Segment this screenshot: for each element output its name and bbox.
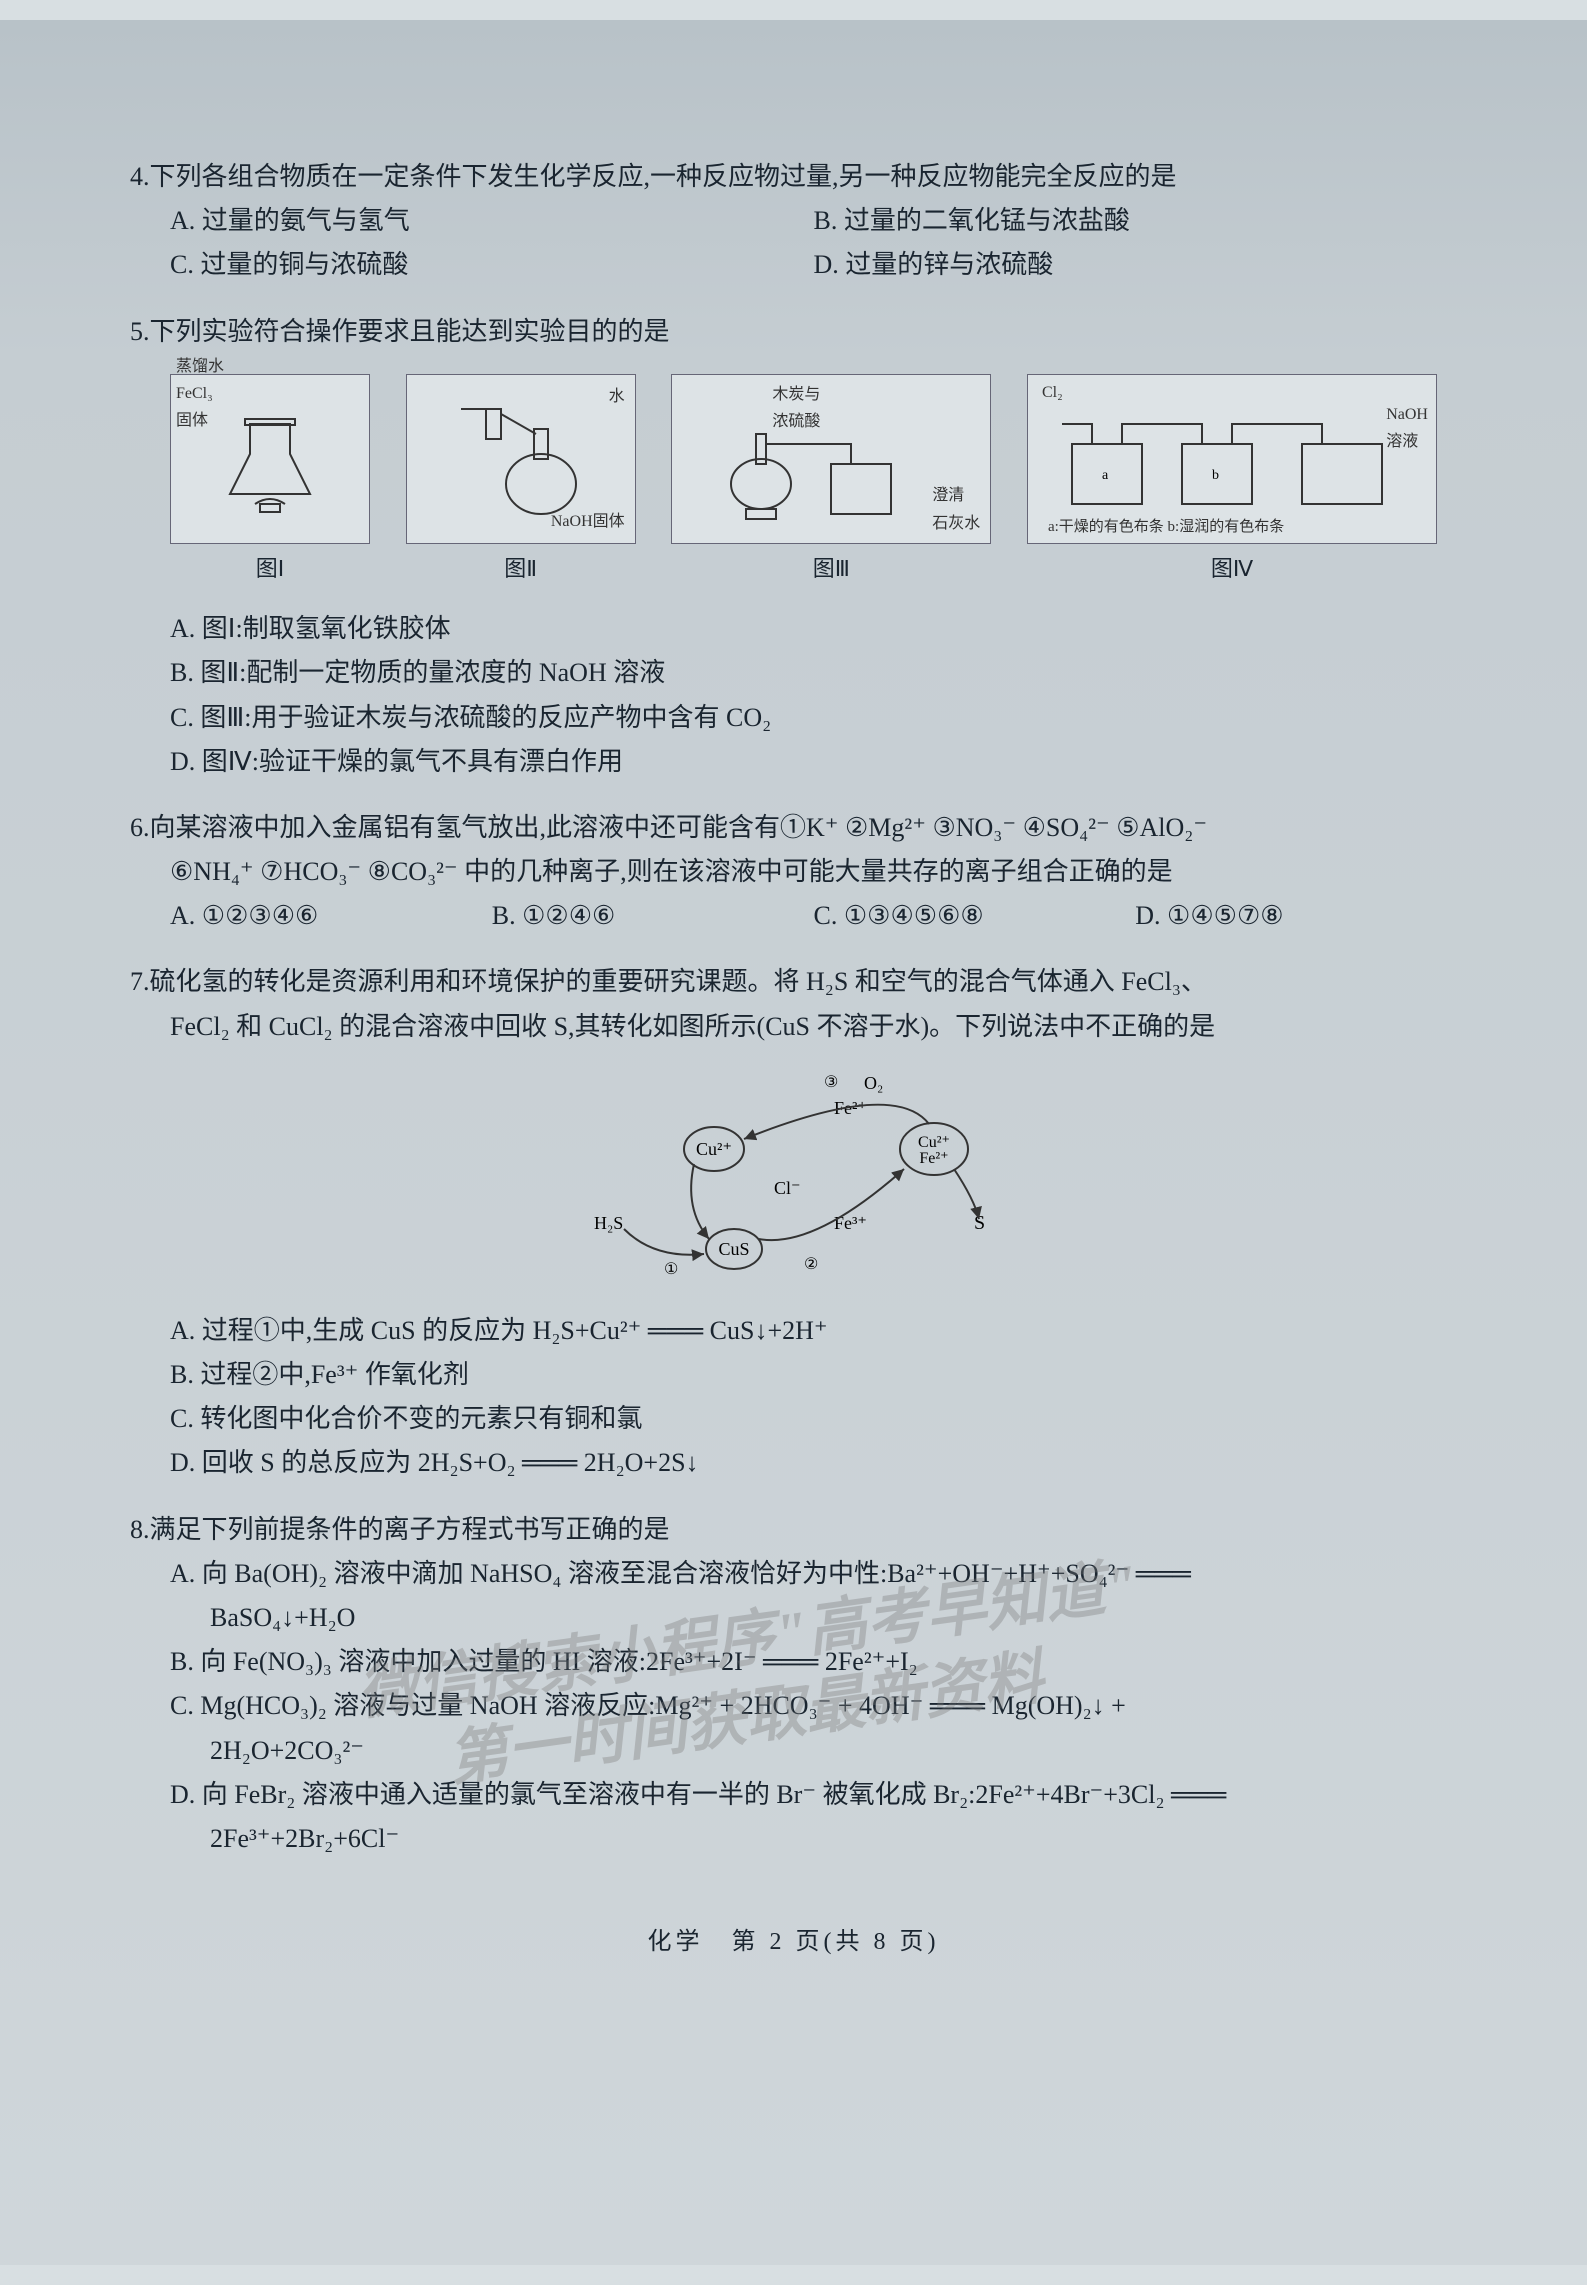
q8-options: A. 向 Ba(OH)₂ 溶液中滴加 NaHSO₄ 溶液至混合溶液恰好为中性:B…: [130, 1552, 1457, 1861]
q5-d3-label1: 木炭与: [772, 386, 820, 403]
q8-opt-d: D. 向 FeBr₂ 溶液中通入适量的氯气至溶液中有一半的 Br⁻ 被氧化成 B…: [130, 1773, 1457, 1817]
svg-text:Fe²⁺: Fe²⁺: [919, 1150, 948, 1167]
svg-text:Cl⁻: Cl⁻: [774, 1178, 801, 1198]
q5-d3-label3: 澄清: [932, 487, 964, 504]
question-7: 7.硫化氢的转化是资源利用和环境保护的重要研究课题。将 H₂S 和空气的混合气体…: [130, 960, 1457, 1485]
svg-text:③: ③: [824, 1074, 838, 1091]
q5-d1-label: 图Ⅰ: [256, 550, 285, 587]
q5-opt-b: B. 图Ⅱ:配制一定物质的量浓度的 NaOH 溶液: [130, 651, 1457, 695]
q7-stem: 7.硫化氢的转化是资源利用和环境保护的重要研究课题。将 H₂S 和空气的混合气体…: [130, 960, 1457, 1004]
q7-options: A. 过程①中,生成 CuS 的反应为 H₂S+Cu²⁺ ═══ CuS↓+2H…: [130, 1309, 1457, 1486]
q5-d4-label3: 溶液: [1386, 433, 1418, 450]
q6-number: 6.: [130, 813, 150, 842]
q5-d2-label2: NaOH固体: [551, 508, 625, 535]
q4-opt-d: D. 过量的锌与浓硫酸: [814, 243, 1458, 287]
svg-text:S: S: [974, 1212, 985, 1234]
q8-number: 8.: [130, 1515, 150, 1544]
q5-stem-text: 下列实验符合操作要求且能达到实验目的的是: [150, 317, 670, 346]
svg-text:H₂S: H₂S: [594, 1213, 623, 1233]
flask-heating-icon: [210, 404, 330, 514]
q5-fig2: 水 NaOH固体: [406, 374, 636, 544]
q5-d2-label: 图Ⅱ: [504, 550, 537, 587]
q5-options: A. 图Ⅰ:制取氢氧化铁胶体 B. 图Ⅱ:配制一定物质的量浓度的 NaOH 溶液…: [130, 607, 1457, 784]
reaction-cycle-icon: Cu²⁺ Cu²⁺ Fe²⁺ CuS H₂S Cl⁻ Fe³⁺ Fe²⁺ O₂ …: [534, 1069, 1054, 1289]
q5-diagram-3: 木炭与 浓硫酸 澄清 石灰水 图Ⅲ: [671, 374, 991, 587]
q8-opt-a: A. 向 Ba(OH)₂ 溶液中滴加 NaHSO₄ 溶液至混合溶液恰好为中性:B…: [130, 1552, 1457, 1596]
page-footer: 化学 第 2 页(共 8 页): [130, 1921, 1457, 1956]
svg-text:Cu²⁺: Cu²⁺: [918, 1134, 950, 1151]
gas-collection-icon: [701, 394, 961, 524]
q6-options: A. ①②③④⑥ B. ①②④⑥ C. ①③④⑤⑥⑧ D. ①④⑤⑦⑧: [130, 894, 1457, 938]
q5-diagrams: 蒸馏水 FeCl₃ 固体 图Ⅰ 水 NaOH固体: [130, 364, 1457, 597]
q5-diagram-1: 蒸馏水 FeCl₃ 固体 图Ⅰ: [170, 374, 370, 587]
q7-number: 7.: [130, 967, 150, 996]
q6-opt-c: C. ①③④⑤⑥⑧: [814, 894, 1136, 938]
q5-d3-label: 图Ⅲ: [813, 550, 850, 587]
question-4: 4.下列各组合物质在一定条件下发生化学反应,一种反应物过量,另一种反应物能完全反…: [130, 155, 1457, 288]
q8-opt-c2: 2H₂O+2CO₃²⁻: [130, 1729, 1457, 1773]
q6-stem: 6.向某溶液中加入金属铝有氢气放出,此溶液中还可能含有①K⁺ ②Mg²⁺ ③NO…: [130, 806, 1457, 850]
q4-stem-text: 下列各组合物质在一定条件下发生化学反应,一种反应物过量,另一种反应物能完全反应的…: [150, 162, 1177, 191]
q5-d4-label2: NaOH: [1386, 406, 1428, 423]
svg-text:Fe²⁺: Fe²⁺: [834, 1098, 867, 1118]
q5-stem: 5.下列实验符合操作要求且能达到实验目的的是: [130, 310, 1457, 354]
q4-opt-c: C. 过量的铜与浓硫酸: [170, 243, 814, 287]
q4-options: A. 过量的氨气与氢气 B. 过量的二氧化锰与浓盐酸 C. 过量的铜与浓硫酸 D…: [130, 199, 1457, 287]
q8-opt-b: B. 向 Fe(NO₃)₃ 溶液中加入过量的 HI 溶液:2Fe³⁺+2I⁻ ═…: [130, 1640, 1457, 1684]
exam-page: 4.下列各组合物质在一定条件下发生化学反应,一种反应物过量,另一种反应物能完全反…: [0, 20, 1587, 2265]
q5-d4-label: 图Ⅳ: [1211, 550, 1253, 587]
volumetric-flask-icon: [441, 399, 601, 519]
q6-opt-a: A. ①②③④⑥: [170, 894, 492, 938]
q8-opt-d2: 2Fe³⁺+2Br₂+6Cl⁻: [130, 1817, 1457, 1861]
q4-opt-a: A. 过量的氨气与氢气: [170, 199, 814, 243]
question-6: 6.向某溶液中加入金属铝有氢气放出,此溶液中还可能含有①K⁺ ②Mg²⁺ ③NO…: [130, 806, 1457, 939]
q7-stem2: FeCl₂ 和 CuCl₂ 的混合溶液中回收 S,其转化如图所示(CuS 不溶于…: [130, 1005, 1457, 1049]
q7-opt-b: B. 过程②中,Fe³⁺ 作氧化剂: [130, 1353, 1457, 1397]
q7-diagram: Cu²⁺ Cu²⁺ Fe²⁺ CuS H₂S Cl⁻ Fe³⁺ Fe²⁺ O₂ …: [130, 1069, 1457, 1289]
q6-stem-text: 向某溶液中加入金属铝有氢气放出,此溶液中还可能含有①K⁺ ②Mg²⁺ ③NO₃⁻…: [150, 813, 1208, 842]
q4-stem: 4.下列各组合物质在一定条件下发生化学反应,一种反应物过量,另一种反应物能完全反…: [130, 155, 1457, 199]
q5-diagram-2: 水 NaOH固体 图Ⅱ: [406, 374, 636, 587]
q8-stem: 8.满足下列前提条件的离子方程式书写正确的是: [130, 1508, 1457, 1552]
svg-text:a: a: [1102, 468, 1109, 483]
question-8: 8.满足下列前提条件的离子方程式书写正确的是 A. 向 Ba(OH)₂ 溶液中滴…: [130, 1508, 1457, 1862]
q7-opt-a: A. 过程①中,生成 CuS 的反应为 H₂S+Cu²⁺ ═══ CuS↓+2H…: [130, 1309, 1457, 1353]
q5-fig1: 蒸馏水 FeCl₃ 固体: [170, 374, 370, 544]
q7-stem-text: 硫化氢的转化是资源利用和环境保护的重要研究课题。将 H₂S 和空气的混合气体通入…: [150, 967, 1207, 996]
q5-opt-c: C. 图Ⅲ:用于验证木炭与浓硫酸的反应产物中含有 CO₂: [130, 696, 1457, 740]
question-5: 5.下列实验符合操作要求且能达到实验目的的是 蒸馏水 FeCl₃ 固体: [130, 310, 1457, 784]
q5-d3-label4: 石灰水: [932, 515, 980, 532]
q5-d1-label1: 蒸馏水: [176, 358, 224, 375]
q5-d4-label4: a:干燥的有色布条 b:湿润的有色布条: [1048, 515, 1284, 541]
svg-text:b: b: [1212, 468, 1219, 483]
svg-text:①: ①: [664, 1261, 678, 1278]
q5-diagram-4: a b Cl₂ NaOH 溶液 a:干燥的有色布条 b:湿润的有色布条 图Ⅳ: [1027, 374, 1437, 587]
q6-opt-b: B. ①②④⑥: [492, 894, 814, 938]
q4-opt-b: B. 过量的二氧化锰与浓盐酸: [814, 199, 1458, 243]
q5-fig4: a b Cl₂ NaOH 溶液 a:干燥的有色布条 b:湿润的有色布条: [1027, 374, 1437, 544]
q8-opt-a2: BaSO₄↓+H₂O: [130, 1596, 1457, 1640]
q8-opt-c: C. Mg(HCO₃)₂ 溶液与过量 NaOH 溶液反应:Mg²⁺ + 2HCO…: [130, 1684, 1457, 1728]
q5-fig3: 木炭与 浓硫酸 澄清 石灰水: [671, 374, 991, 544]
svg-text:O₂: O₂: [864, 1073, 883, 1093]
q7-opt-c: C. 转化图中化合价不变的元素只有铜和氯: [130, 1397, 1457, 1441]
svg-text:②: ②: [804, 1256, 818, 1273]
q4-number: 4.: [130, 162, 150, 191]
q5-d2-label1: 水: [609, 383, 625, 410]
svg-text:CuS: CuS: [718, 1239, 749, 1259]
q5-number: 5.: [130, 317, 150, 346]
q6-opt-d: D. ①④⑤⑦⑧: [1135, 894, 1457, 938]
q5-opt-a: A. 图Ⅰ:制取氢氧化铁胶体: [130, 607, 1457, 651]
q8-stem-text: 满足下列前提条件的离子方程式书写正确的是: [150, 1515, 670, 1544]
q5-d3-label2: 浓硫酸: [772, 413, 820, 430]
gas-wash-bottles-icon: a b: [1052, 404, 1412, 514]
q7-opt-d: D. 回收 S 的总反应为 2H₂S+O₂ ═══ 2H₂O+2S↓: [130, 1441, 1457, 1485]
q5-opt-d: D. 图Ⅳ:验证干燥的氯气不具有漂白作用: [130, 740, 1457, 784]
q5-d1-label3: 固体: [176, 412, 208, 429]
q6-stem2: ⑥NH₄⁺ ⑦HCO₃⁻ ⑧CO₃²⁻ 中的几种离子,则在该溶液中可能大量共存的…: [130, 850, 1457, 894]
svg-text:Cu²⁺: Cu²⁺: [696, 1139, 732, 1159]
q5-d1-label2: FeCl₃: [176, 385, 213, 402]
svg-text:Fe³⁺: Fe³⁺: [834, 1213, 867, 1233]
q5-d4-label1: Cl₂: [1042, 379, 1063, 406]
